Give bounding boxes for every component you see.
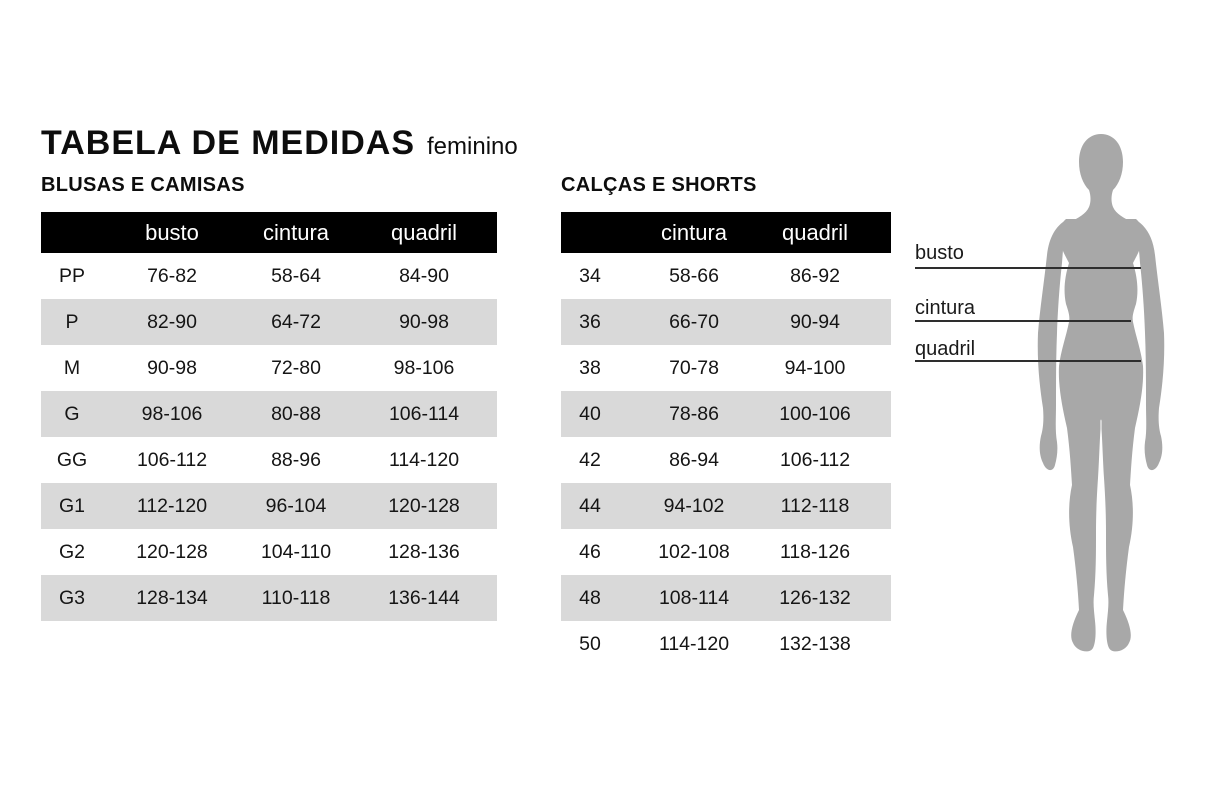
measurement-table-calcas: cintura quadril 34 58-66 86-92 36 66-70 90-94… bbox=[561, 212, 891, 667]
table-row: 46 102-108 118-126 bbox=[561, 529, 891, 575]
table-cell-cintura: 66-70 bbox=[669, 310, 719, 333]
measure-line-quadril bbox=[915, 360, 1141, 362]
table-cell-size: 48 bbox=[579, 586, 601, 609]
table-cell-quadril: 98-106 bbox=[393, 356, 455, 379]
table-cell-quadril: 106-112 bbox=[779, 448, 851, 471]
table-row: 40 78-86 100-106 bbox=[561, 391, 891, 437]
table-cell-busto: 120-128 bbox=[136, 540, 208, 563]
table-cell-quadril: 86-92 bbox=[790, 264, 840, 287]
table-cell-size: 44 bbox=[579, 494, 601, 517]
table-row: 38 70-78 94-100 bbox=[561, 345, 891, 391]
table-body: 34 58-66 86-92 36 66-70 90-94 38 70-78 94-100 40 7… bbox=[561, 253, 891, 667]
column-header-quadril: quadril bbox=[781, 219, 849, 245]
measurement-table-blusas: busto cintura quadril PP 76-82 58-64 84-90 P… bbox=[41, 212, 497, 621]
table-row: 42 86-94 106-112 bbox=[561, 437, 891, 483]
table-cell-quadril: 136-144 bbox=[388, 586, 460, 609]
table-row: P 82-90 64-72 90-98 bbox=[41, 299, 497, 345]
table-row: GG 106-112 88-96 114-120 bbox=[41, 437, 497, 483]
table-cell-size: 42 bbox=[579, 448, 601, 471]
table-row: 34 58-66 86-92 bbox=[561, 253, 891, 299]
table-cell-size: 46 bbox=[579, 540, 601, 563]
measure-label-busto: busto bbox=[915, 242, 964, 264]
table-cell-cintura: 114-120 bbox=[658, 632, 730, 655]
table-row: G1 112-120 96-104 120-128 bbox=[41, 483, 497, 529]
female-silhouette-figure bbox=[1037, 134, 1165, 652]
table-header-row: cintura quadril bbox=[561, 212, 891, 253]
table-cell-quadril: 100-106 bbox=[779, 402, 851, 425]
table-cell-size: G1 bbox=[58, 494, 85, 517]
table-row: G 98-106 80-88 106-114 bbox=[41, 391, 497, 437]
measure-line-cintura bbox=[915, 320, 1131, 322]
table-cell-cintura: 58-66 bbox=[669, 264, 719, 287]
table-cell-quadril: 120-128 bbox=[388, 494, 460, 517]
table-cell-cintura: 108-114 bbox=[658, 586, 730, 609]
page-subtitle: feminino bbox=[427, 133, 518, 160]
table-cell-size: G3 bbox=[58, 586, 85, 609]
table-cell-busto: 128-134 bbox=[136, 586, 208, 609]
table-cell-quadril: 126-132 bbox=[779, 586, 851, 609]
table-cell-cintura: 102-108 bbox=[658, 540, 730, 563]
column-header-cintura: cintura bbox=[660, 219, 728, 245]
column-header-busto: busto bbox=[145, 219, 199, 245]
table-cell-size: 50 bbox=[579, 632, 601, 655]
table-cell-cintura: 58-64 bbox=[271, 264, 321, 287]
table-cell-quadril: 128-136 bbox=[388, 540, 460, 563]
table-cell-quadril: 84-90 bbox=[399, 264, 449, 287]
table-row: PP 76-82 58-64 84-90 bbox=[41, 253, 497, 299]
table-cell-quadril: 114-120 bbox=[388, 448, 460, 471]
table-row: 36 66-70 90-94 bbox=[561, 299, 891, 345]
table-cell-quadril: 112-118 bbox=[780, 494, 850, 517]
table-cell-size: M bbox=[63, 356, 81, 379]
table-cell-busto: 76-82 bbox=[147, 264, 197, 287]
table-cell-size: G bbox=[64, 402, 80, 425]
table-cell-size: GG bbox=[56, 448, 88, 471]
table-row: 50 114-120 132-138 bbox=[561, 621, 891, 667]
table-cell-cintura: 110-118 bbox=[261, 586, 331, 609]
table-row: 44 94-102 112-118 bbox=[561, 483, 891, 529]
table-cell-quadril: 94-100 bbox=[784, 356, 846, 379]
table-row: G2 120-128 104-110 128-136 bbox=[41, 529, 497, 575]
column-header-quadril: quadril bbox=[390, 219, 458, 245]
table-cell-cintura: 86-94 bbox=[669, 448, 719, 471]
section-title-calcas: CALÇAS E SHORTS bbox=[561, 174, 757, 196]
table-row: 48 108-114 126-132 bbox=[561, 575, 891, 621]
table-cell-busto: 82-90 bbox=[147, 310, 197, 333]
table-cell-size: P bbox=[65, 310, 79, 333]
table-body: PP 76-82 58-64 84-90 P 82-90 64-72 90-98 M 90-98 7… bbox=[41, 253, 497, 621]
table-cell-cintura: 80-88 bbox=[271, 402, 321, 425]
table-row: M 90-98 72-80 98-106 bbox=[41, 345, 497, 391]
table-header-row: busto cintura quadril bbox=[41, 212, 497, 253]
table-cell-quadril: 132-138 bbox=[779, 632, 851, 655]
section-title-blusas: BLUSAS E CAMISAS bbox=[41, 174, 245, 196]
page-header: TABELA DE MEDIDAS feminino bbox=[41, 124, 518, 163]
table-cell-cintura: 78-86 bbox=[669, 402, 719, 425]
measure-label-cintura: cintura bbox=[915, 297, 976, 319]
table-cell-quadril: 106-114 bbox=[388, 402, 460, 425]
table-cell-cintura: 70-78 bbox=[669, 356, 719, 379]
table-cell-quadril: 118-126 bbox=[779, 540, 851, 563]
table-cell-cintura: 72-80 bbox=[271, 356, 321, 379]
table-cell-size: G2 bbox=[58, 540, 85, 563]
table-cell-cintura: 64-72 bbox=[271, 310, 321, 333]
measure-line-busto bbox=[915, 267, 1141, 269]
table-cell-size: PP bbox=[58, 264, 85, 287]
table-cell-busto: 112-120 bbox=[136, 494, 208, 517]
table-cell-cintura: 88-96 bbox=[271, 448, 321, 471]
table-cell-size: 36 bbox=[579, 310, 601, 333]
table-cell-busto: 106-112 bbox=[136, 448, 208, 471]
table-cell-busto: 98-106 bbox=[141, 402, 203, 425]
table-cell-size: 34 bbox=[579, 264, 601, 287]
table-cell-quadril: 90-94 bbox=[790, 310, 840, 333]
column-header-cintura: cintura bbox=[262, 219, 330, 245]
table-cell-quadril: 90-98 bbox=[399, 310, 449, 333]
measure-label-quadril: quadril bbox=[915, 338, 976, 360]
table-cell-cintura: 94-102 bbox=[663, 494, 725, 517]
table-cell-size: 38 bbox=[579, 356, 601, 379]
table-cell-busto: 90-98 bbox=[147, 356, 197, 379]
table-cell-size: 40 bbox=[579, 402, 601, 425]
page-title: TABELA DE MEDIDAS bbox=[41, 124, 415, 162]
table-cell-cintura: 104-110 bbox=[260, 540, 332, 563]
table-cell-cintura: 96-104 bbox=[265, 494, 327, 517]
table-row: G3 128-134 110-118 136-144 bbox=[41, 575, 497, 621]
